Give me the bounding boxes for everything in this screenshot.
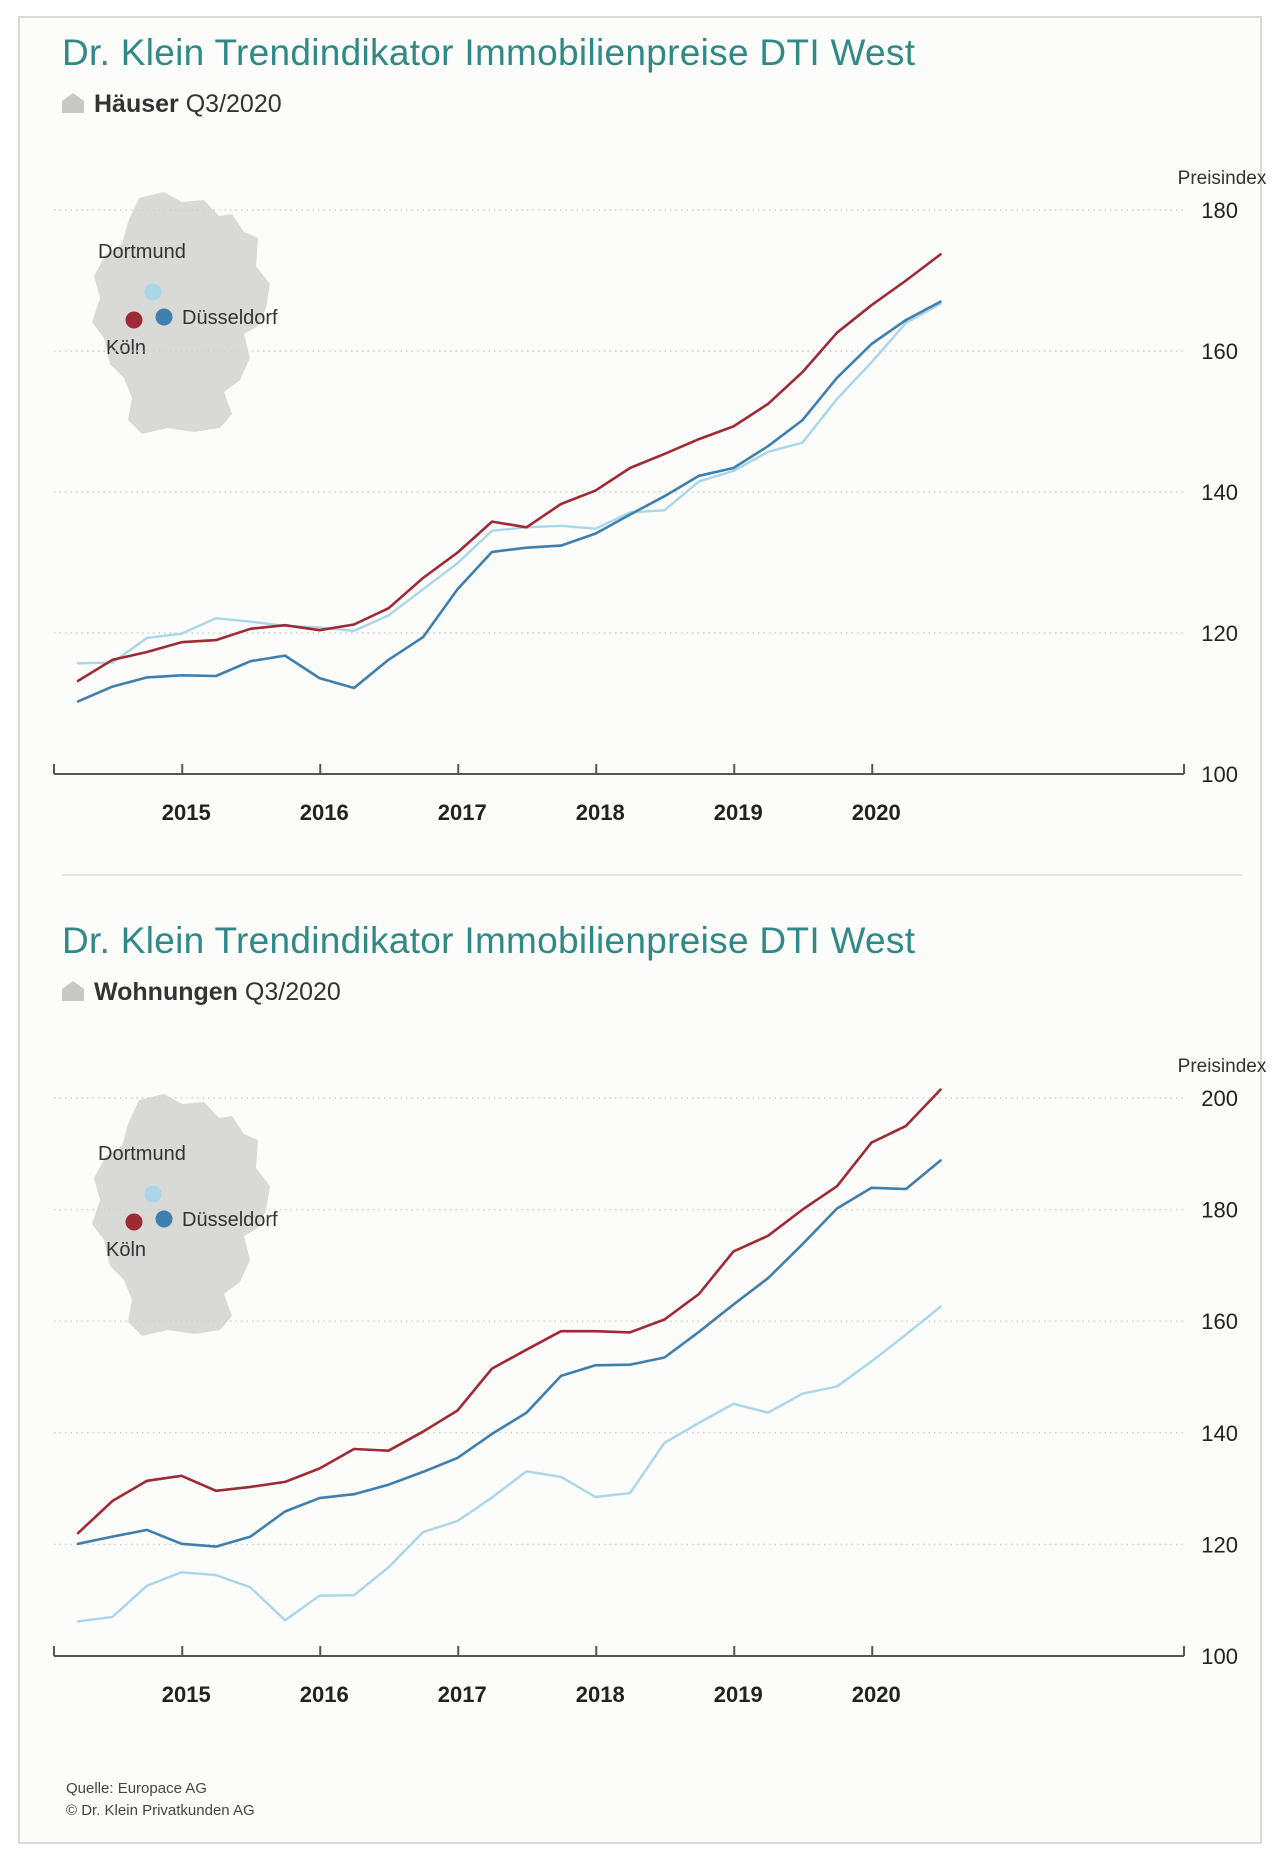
y-tick-label: 160: [1201, 339, 1238, 364]
subtitle-period-apartments: Q3/2020: [244, 978, 341, 1006]
y-tick-label: 160: [1201, 1309, 1238, 1334]
duesseldorf-dot: [155, 308, 173, 326]
germany-map-shape: [92, 192, 270, 434]
germany-map: Dortmund Düsseldorf Köln: [92, 1094, 278, 1336]
series-line-koeln: [76, 253, 942, 683]
x-tick-label: 2018: [576, 800, 625, 825]
source-note: Quelle: Europace AG: [66, 1780, 207, 1797]
y-tick-label: 100: [1201, 762, 1238, 787]
subtitle-bold-houses: Häuser: [94, 90, 179, 118]
x-tick-label: 2016: [300, 1682, 349, 1707]
dortmund-dot: [144, 283, 162, 301]
series-line-dortmund: [76, 302, 942, 665]
y-tick-label: 180: [1201, 198, 1238, 223]
copyright-note: © Dr. Klein Privatkunden AG: [66, 1802, 255, 1819]
y-tick-label: 100: [1201, 1644, 1238, 1669]
house-icon: [62, 93, 84, 113]
dortmund-dot: [144, 1185, 162, 1203]
germany-map: Dortmund Düsseldorf Köln: [92, 192, 278, 434]
x-tick-label: 2020: [852, 1682, 901, 1707]
x-tick-label: 2015: [162, 1682, 211, 1707]
infographic-frame: Dr. Klein Trendindikator Immobilienpreis…: [18, 16, 1267, 1844]
house-icon: [62, 981, 84, 1001]
section-divider: [62, 874, 1242, 876]
line-chart-houses: Dortmund Düsseldorf Köln Preisindex 100 120 14…: [53, 168, 1267, 825]
y-tick-label: 140: [1201, 1421, 1238, 1446]
x-tick-label: 2017: [438, 800, 487, 825]
legend-label-koeln: Köln: [106, 1239, 146, 1261]
subtitle-period-houses: Q3/2020: [185, 90, 282, 118]
koeln-dot: [125, 1213, 143, 1231]
series-line-dortmund: [76, 1305, 942, 1623]
y-axis-title: Preisindex: [1178, 1056, 1267, 1077]
series-line-koeln: [76, 1088, 942, 1535]
germany-map-shape: [92, 1094, 270, 1336]
legend-label-dortmund: Dortmund: [98, 1143, 186, 1165]
x-tick-label: 2015: [162, 800, 211, 825]
footer: Quelle: Europace AG © Dr. Klein Privatku…: [66, 1778, 255, 1822]
x-tick-label: 2019: [714, 1682, 763, 1707]
legend-label-duesseldorf: Düsseldorf: [182, 307, 278, 329]
x-tick-label: 2020: [852, 800, 901, 825]
y-tick-label: 140: [1201, 480, 1238, 505]
y-tick-label: 180: [1201, 1198, 1238, 1223]
legend-label-dortmund: Dortmund: [98, 241, 186, 263]
series-line-duesseldorf: [76, 300, 942, 703]
subtitle-bold-apartments: Wohnungen: [94, 978, 238, 1006]
y-tick-label: 120: [1201, 621, 1238, 646]
duesseldorf-dot: [155, 1210, 173, 1228]
y-tick-label: 120: [1201, 1532, 1238, 1557]
chart-title-houses: Dr. Klein Trendindikator Immobilienpreis…: [62, 32, 916, 73]
chart-subtitle-houses: Häuser Q3/2020: [62, 90, 282, 119]
line-chart-apartments: Dortmund Düsseldorf Köln Preisindex 100 120 14…: [53, 1056, 1267, 1707]
legend-label-koeln: Köln: [106, 337, 146, 359]
y-tick-label: 200: [1201, 1086, 1238, 1111]
chart-title-apartments: Dr. Klein Trendindikator Immobilienpreis…: [62, 920, 916, 961]
x-tick-label: 2017: [438, 1682, 487, 1707]
x-tick-label: 2016: [300, 800, 349, 825]
y-axis-title: Preisindex: [1178, 168, 1267, 189]
series-line-duesseldorf: [76, 1159, 942, 1548]
x-tick-label: 2018: [576, 1682, 625, 1707]
koeln-dot: [125, 311, 143, 329]
legend-label-duesseldorf: Düsseldorf: [182, 1209, 278, 1231]
x-tick-label: 2019: [714, 800, 763, 825]
chart-subtitle-apartments: Wohnungen Q3/2020: [62, 978, 341, 1007]
